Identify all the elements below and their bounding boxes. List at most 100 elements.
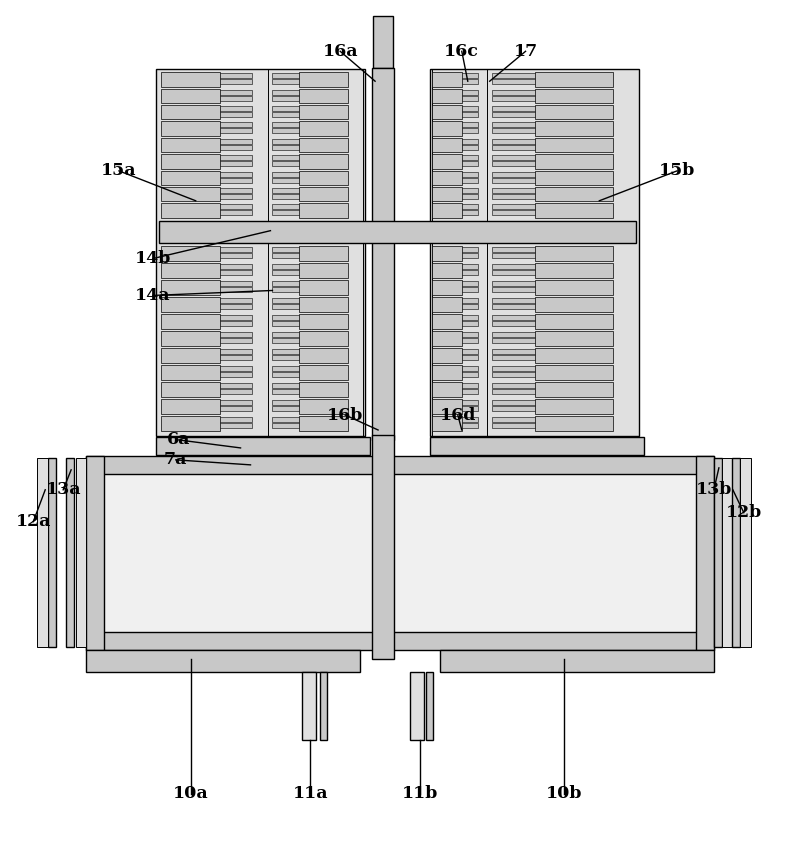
Bar [534,88,614,103]
Bar [273,349,299,354]
Bar [534,121,614,136]
Bar [462,281,478,285]
Bar [273,287,299,292]
Bar [273,155,299,160]
Bar [534,187,614,201]
Bar [432,155,462,169]
Bar [462,188,478,193]
Bar [38,458,48,647]
Bar [220,73,251,78]
Bar [462,372,478,377]
Bar [161,245,220,261]
Bar [462,90,478,94]
Text: 11b: 11b [402,785,438,802]
Bar [220,400,251,405]
Bar [273,406,299,411]
Bar [462,171,478,177]
Bar [462,79,478,84]
Bar [86,456,104,650]
Bar [462,177,478,183]
Bar [432,399,462,414]
Bar [299,72,348,87]
Bar [161,171,220,185]
Bar [161,72,220,87]
Bar [534,138,614,152]
Text: 11a: 11a [293,785,328,802]
Text: 13a: 13a [46,481,81,498]
Bar [220,112,251,117]
Bar [462,406,478,411]
Bar [273,188,299,193]
Bar [462,155,478,160]
Bar [462,270,478,274]
Bar [534,72,614,87]
Bar [161,88,220,103]
Bar [534,245,614,261]
Bar [492,406,534,411]
Bar [220,188,251,193]
Bar [273,417,299,422]
Bar [432,279,462,295]
Bar [220,90,251,94]
Bar [534,331,614,346]
Bar [492,298,534,303]
Bar [299,296,348,312]
Text: 16d: 16d [440,407,476,424]
Bar [534,314,614,329]
Text: 16b: 16b [327,407,363,424]
Bar [492,112,534,117]
Bar [492,338,534,343]
Text: 14a: 14a [135,287,170,304]
Bar [462,355,478,360]
Bar [462,96,478,100]
Bar [534,382,614,397]
Bar [299,382,348,397]
Bar [220,321,251,326]
Bar [372,435,394,659]
Text: 16c: 16c [444,42,479,59]
Bar [220,106,251,111]
Bar [273,298,299,303]
Bar [273,79,299,84]
Bar [161,262,220,278]
Bar [220,205,251,210]
Bar [273,338,299,343]
Bar [220,349,251,354]
Bar [492,128,534,133]
Bar [462,400,478,405]
Bar [492,90,534,94]
Bar [534,155,614,169]
Bar [426,672,433,739]
Text: 16a: 16a [322,42,358,59]
Bar [492,315,534,320]
Bar [534,171,614,185]
Bar [220,253,251,257]
Bar [492,321,534,326]
Bar [161,279,220,295]
Bar [273,211,299,216]
Bar [462,253,478,257]
Bar [732,458,740,647]
Bar [492,372,534,377]
Bar [299,314,348,329]
Bar [273,106,299,111]
Bar [76,458,86,647]
Bar [299,155,348,169]
Bar [299,331,348,346]
Bar [220,270,251,274]
Bar [462,73,478,78]
Bar [161,365,220,380]
Bar [220,171,251,177]
Bar [462,321,478,326]
Bar [492,161,534,166]
Bar [220,161,251,166]
Bar [220,332,251,337]
Bar [273,304,299,309]
Bar [432,105,462,120]
Bar [220,155,251,160]
Bar [534,105,614,120]
Text: 12a: 12a [15,513,51,530]
Bar [372,68,394,440]
Bar [299,262,348,278]
Bar [432,296,462,312]
